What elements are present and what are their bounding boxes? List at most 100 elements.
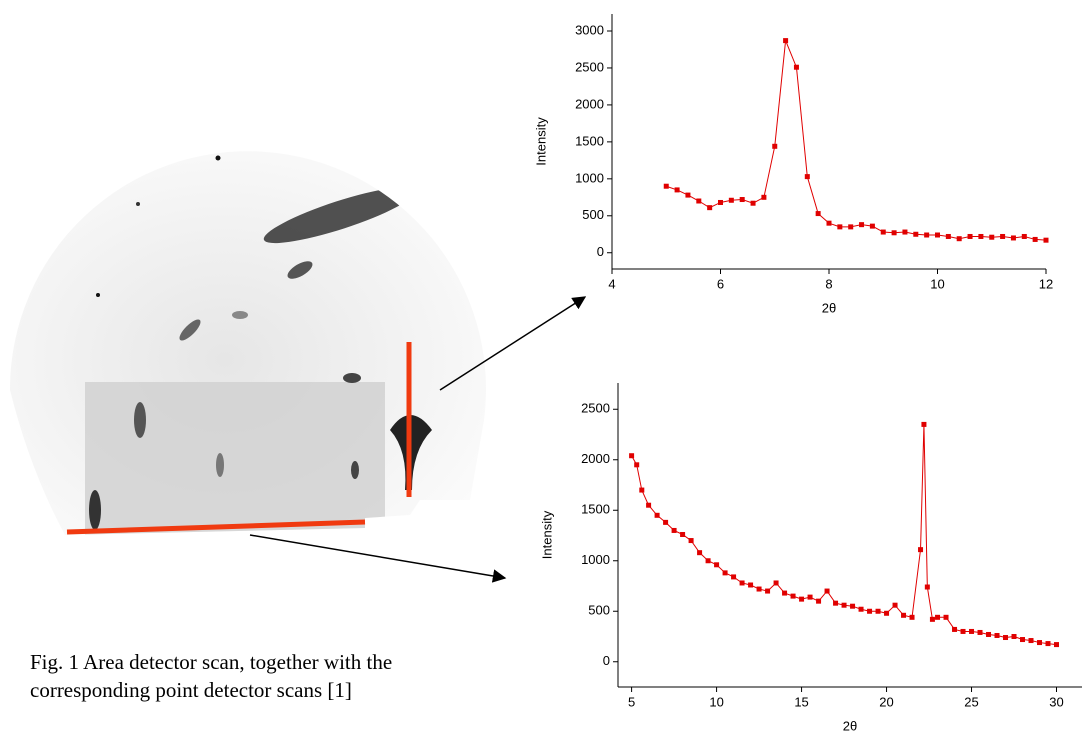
data-point xyxy=(685,192,691,198)
x-tick-label: 12 xyxy=(1039,276,1053,291)
data-point xyxy=(891,230,897,236)
data-point xyxy=(924,584,930,590)
data-point xyxy=(629,453,635,459)
data-point xyxy=(956,236,962,242)
data-point xyxy=(815,211,821,217)
y-tick-label: 500 xyxy=(582,207,604,222)
data-point xyxy=(718,199,723,205)
data-point xyxy=(783,38,789,44)
data-point xyxy=(634,462,640,468)
data-point xyxy=(960,628,966,634)
arrow xyxy=(439,296,587,391)
data-point xyxy=(773,580,779,586)
data-point xyxy=(859,222,865,228)
data-point xyxy=(707,205,713,211)
data-point xyxy=(824,588,830,594)
data-point xyxy=(869,223,875,229)
data-point xyxy=(674,187,680,193)
data-point xyxy=(688,538,694,544)
data-point xyxy=(697,550,703,556)
data-point xyxy=(918,547,924,553)
x-tick-label: 8 xyxy=(825,276,832,291)
data-point xyxy=(728,197,734,203)
data-point xyxy=(1000,233,1006,239)
caption: corresponding point detector scans [1] xyxy=(30,678,352,702)
data-point xyxy=(969,628,975,634)
data-point xyxy=(705,558,711,564)
y-tick-label: 2000 xyxy=(581,451,610,466)
data-point xyxy=(1028,638,1034,644)
data-point xyxy=(1054,642,1060,648)
y-tick-label: 1500 xyxy=(575,133,604,148)
data-point xyxy=(850,603,856,609)
scan-line xyxy=(66,519,366,535)
data-point xyxy=(804,174,810,180)
data-point xyxy=(935,614,941,620)
data-point xyxy=(807,594,813,600)
y-tick-label: 0 xyxy=(603,653,610,668)
data-point xyxy=(782,590,788,596)
data-point xyxy=(750,200,756,206)
data-point xyxy=(924,232,930,238)
x-tick-label: 4 xyxy=(608,276,615,291)
data-point xyxy=(929,616,935,622)
data-point xyxy=(793,64,799,70)
x-tick-label: 10 xyxy=(930,276,944,291)
data-point xyxy=(739,197,745,203)
data-point xyxy=(848,224,854,230)
data-point xyxy=(731,574,737,580)
data-point xyxy=(1020,637,1026,643)
data-point xyxy=(639,487,645,493)
data-point xyxy=(1037,640,1043,646)
data-point xyxy=(884,610,890,616)
data-point xyxy=(880,229,886,235)
arrow xyxy=(249,534,507,583)
y-tick-label: 1000 xyxy=(581,552,610,567)
data-point xyxy=(943,614,949,620)
data-point xyxy=(902,229,908,235)
data-point xyxy=(1010,235,1016,241)
data-point xyxy=(714,562,720,568)
x-tick-label: 6 xyxy=(717,276,724,291)
data-point xyxy=(772,143,778,149)
x-tick-label: 25 xyxy=(964,694,978,709)
data-point xyxy=(654,512,660,518)
y-tick-label: 500 xyxy=(588,603,610,618)
y-tick-label: 2000 xyxy=(575,96,604,111)
y-tick-label: 2500 xyxy=(575,59,604,74)
data-point xyxy=(989,234,995,240)
x-tick-label: 15 xyxy=(794,694,808,709)
data-point xyxy=(977,629,983,635)
data-point xyxy=(935,232,940,238)
data-point xyxy=(858,606,864,612)
data-point xyxy=(761,194,767,200)
data-point xyxy=(875,608,881,614)
y-axis-label: Intensity xyxy=(539,510,554,559)
data-point xyxy=(952,626,958,632)
data-point xyxy=(799,596,805,602)
x-tick-label: 30 xyxy=(1049,694,1063,709)
data-point xyxy=(663,183,669,189)
data-point xyxy=(765,588,771,594)
data-point xyxy=(1011,634,1017,640)
caption: Fig. 1 Area detector scan, together with… xyxy=(30,650,392,674)
data-point xyxy=(748,582,754,588)
data-point xyxy=(913,231,919,237)
data-point xyxy=(663,519,669,525)
data-point xyxy=(816,598,822,604)
data-point xyxy=(945,233,951,239)
data-point xyxy=(790,593,796,599)
data-point xyxy=(739,580,745,586)
data-point xyxy=(892,602,898,608)
data-point xyxy=(671,527,677,533)
data-point xyxy=(967,233,973,239)
data-point xyxy=(841,602,847,608)
data-point xyxy=(833,600,839,606)
y-tick-label: 3000 xyxy=(575,22,604,37)
x-tick-label: 5 xyxy=(628,694,635,709)
data-line xyxy=(631,424,1057,646)
data-point xyxy=(646,502,652,508)
data-point xyxy=(837,224,843,230)
